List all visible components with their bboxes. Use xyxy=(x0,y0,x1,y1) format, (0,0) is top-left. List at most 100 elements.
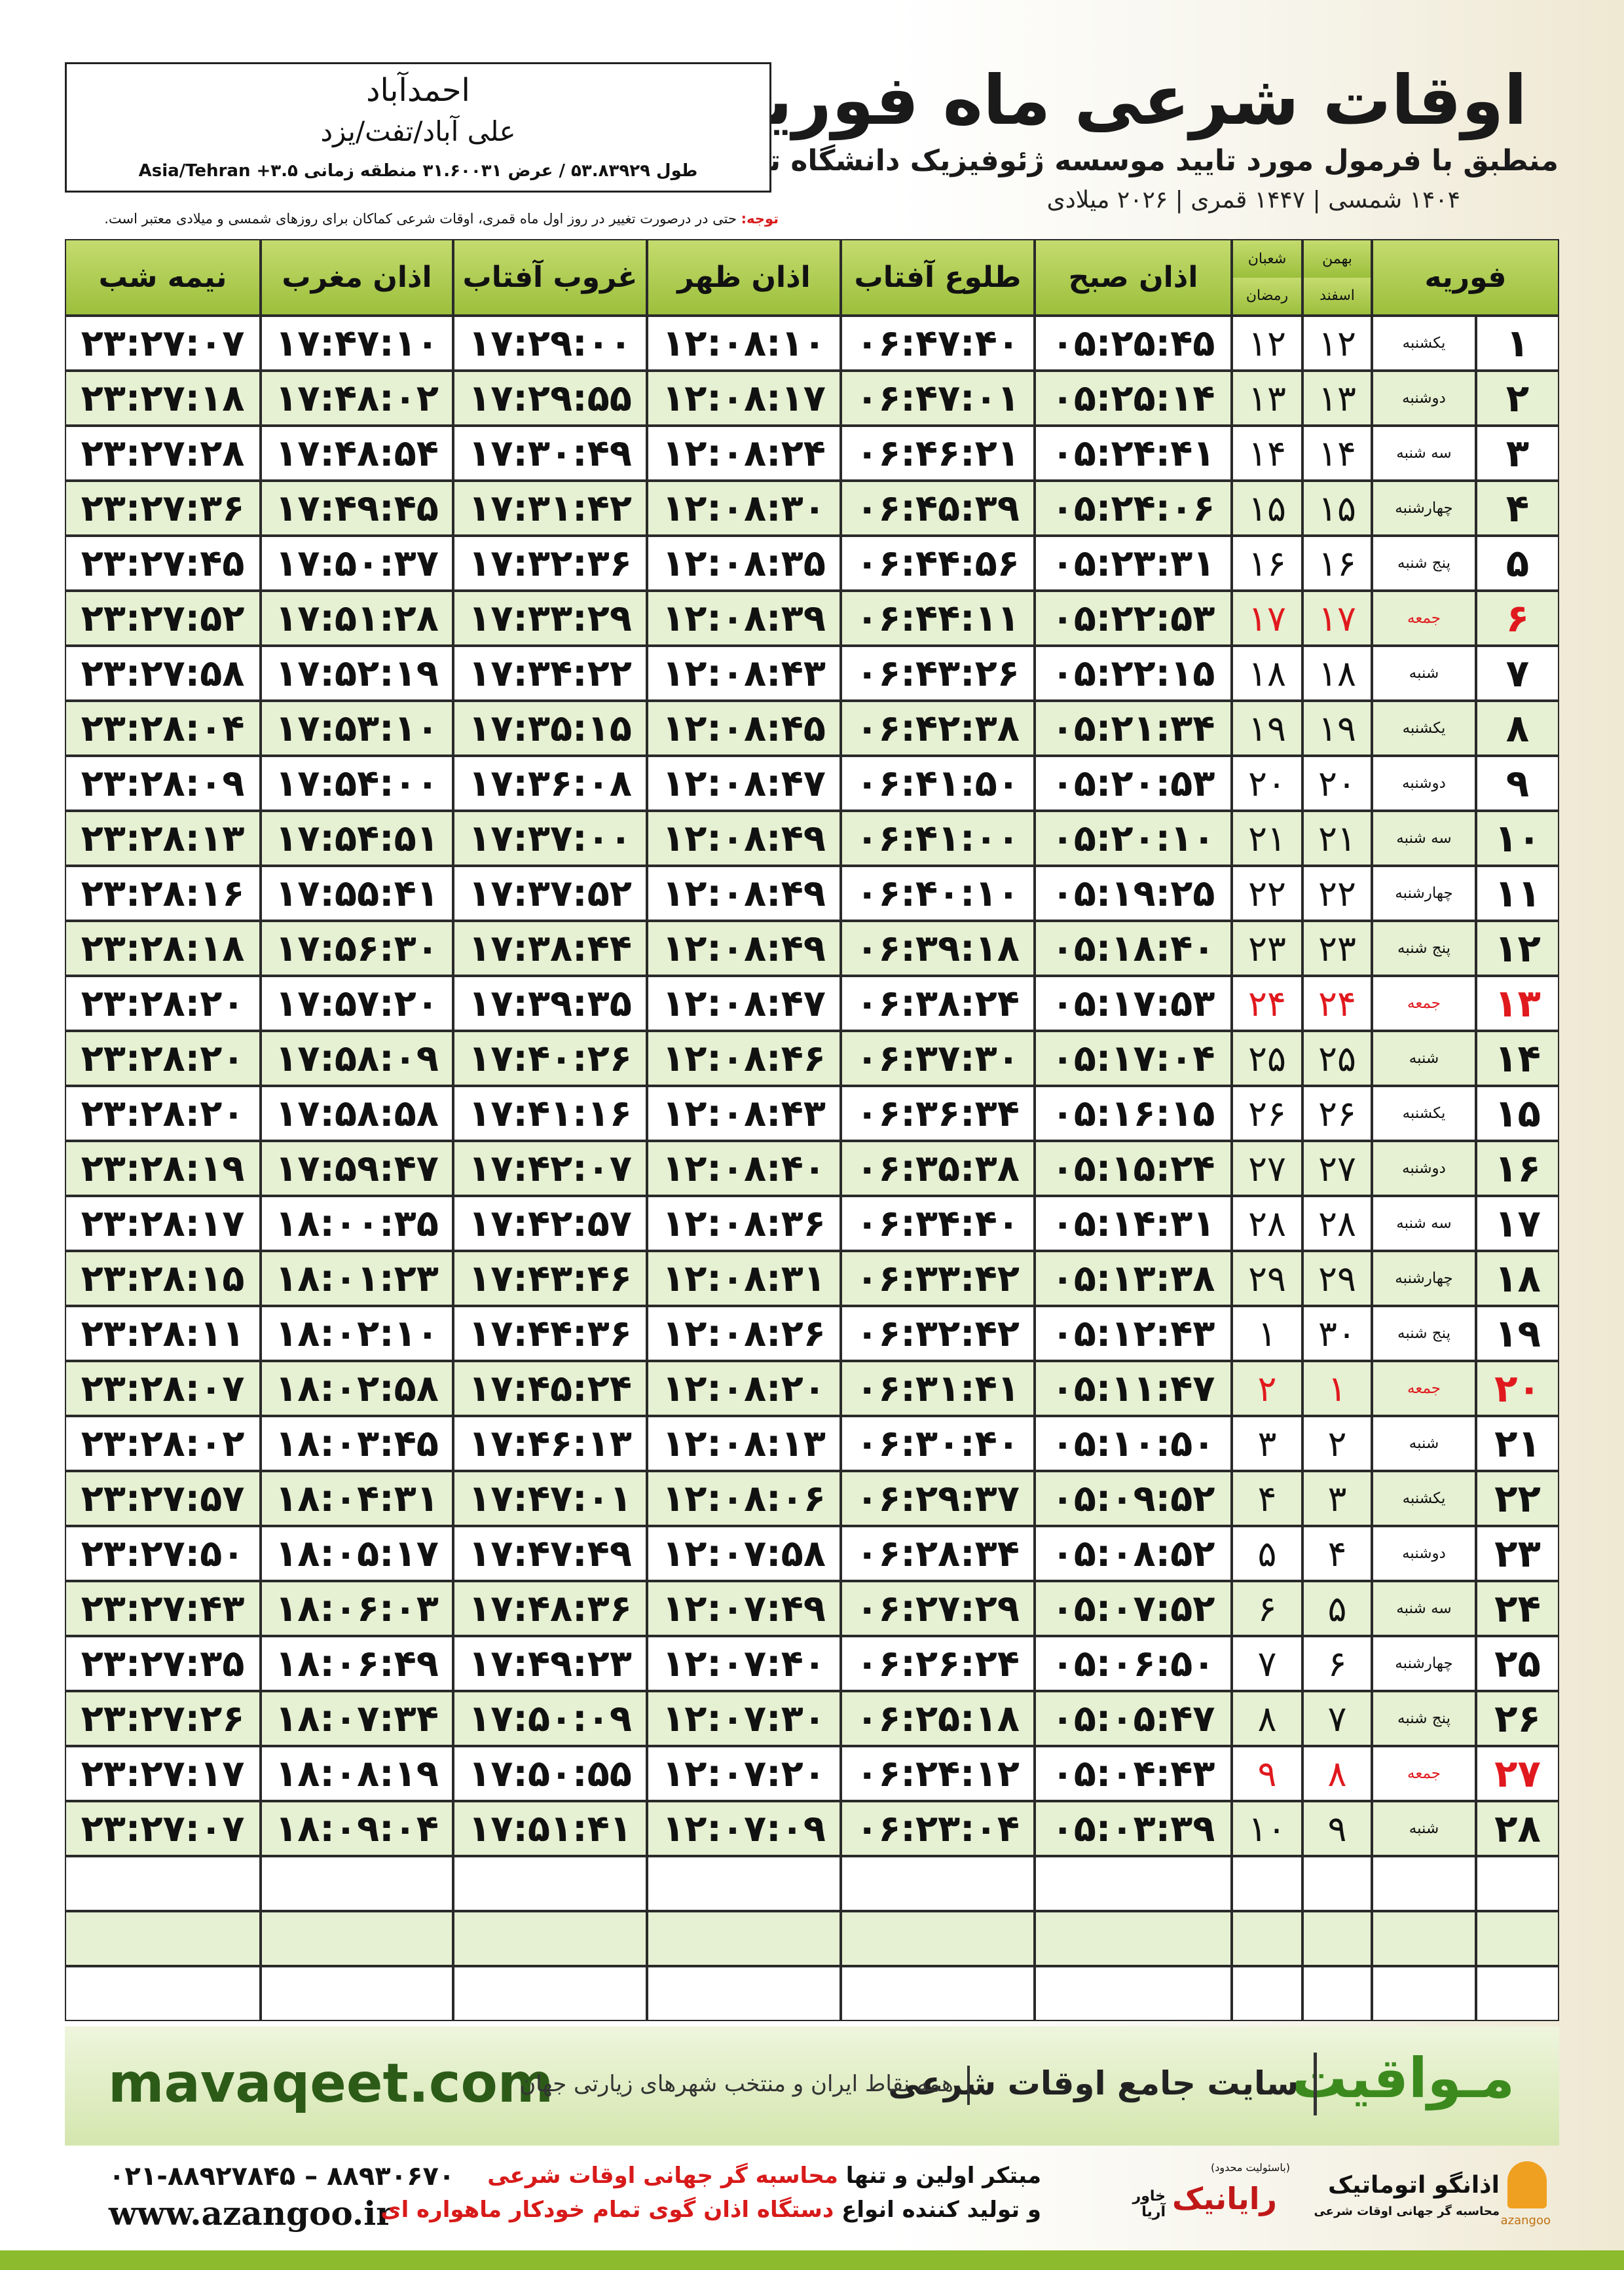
header-cell: بهمن xyxy=(1302,239,1372,278)
time-cell: ۱۷:۴۶:۱۳ xyxy=(453,1416,647,1471)
time-cell: ۰۶:۳۹:۱۸ xyxy=(841,921,1035,976)
date-cell: ۲۳ xyxy=(1232,921,1302,976)
time-cell: ۱۸:۰۵:۱۷ xyxy=(261,1526,453,1581)
day-cell: ۹ xyxy=(1476,756,1559,811)
weekday-cell: چهارشنبه xyxy=(1372,1251,1476,1306)
time-cell: ۱۲:۰۸:۴۹ xyxy=(647,811,841,866)
time-cell: ۱۲:۰۸:۳۰ xyxy=(647,481,841,536)
date-cell: ۱۶ xyxy=(1232,536,1302,591)
contact-line: مبتکر اولین و تنها محاسبه گر جهانی اوقات… xyxy=(487,2163,1041,2189)
time-cell: ۱۷:۳۷:۰۰ xyxy=(453,811,647,866)
header-cell: رمضان xyxy=(1232,277,1302,316)
day-cell: ۲۱ xyxy=(1476,1416,1559,1471)
weekday-cell: یکشنبه xyxy=(1372,1471,1476,1526)
brand: مـواقیت xyxy=(1291,2046,1515,2110)
date-cell: ۶ xyxy=(1232,1581,1302,1636)
time-cell: ۱۲:۰۸:۱۷ xyxy=(647,371,841,426)
date-cell: ۲۴ xyxy=(1302,976,1372,1031)
time-cell: ۰۶:۴۵:۳۹ xyxy=(841,481,1035,536)
weekday-cell: دوشنبه xyxy=(1372,756,1476,811)
time-cell: ۲۳:۲۸:۲۰ xyxy=(65,976,261,1031)
date-cell: ۲۲ xyxy=(1232,866,1302,921)
time-cell: ۰۵:۱۱:۴۷ xyxy=(1035,1361,1232,1416)
day-cell: ۱ xyxy=(1476,316,1559,371)
weekday-cell: یکشنبه xyxy=(1372,316,1476,371)
time-cell: ۱۸:۰۴:۳۱ xyxy=(261,1471,453,1526)
logo-rayanik: رایانیک xyxy=(1172,2181,1277,2216)
time-cell: ۱۷:۳۷:۵۲ xyxy=(453,866,647,921)
date-cell: ۱۶ xyxy=(1302,536,1372,591)
tagline: همه نقاط ایران و منتخب شهرهای زیارتی جها… xyxy=(519,2071,953,2097)
phones: ۰۲۱-۸۸۹۲۷۸۴۵ – ۸۸۹۳۰۶۷۰ xyxy=(109,2161,455,2191)
time-cell: ۰۶:۳۵:۳۸ xyxy=(841,1141,1035,1196)
empty-cell xyxy=(261,1966,453,2021)
time-cell: ۱۷:۳۸:۴۴ xyxy=(453,921,647,976)
header-cell: اذان ظهر xyxy=(647,239,841,316)
time-cell: ۰۶:۴۳:۲۶ xyxy=(841,646,1035,701)
day-cell: ۳ xyxy=(1476,426,1559,481)
day-cell: ۲۶ xyxy=(1476,1691,1559,1746)
day-cell: ۲ xyxy=(1476,371,1559,426)
empty-cell xyxy=(65,1911,261,1966)
header-cell: طلوع آفتاب xyxy=(841,239,1035,316)
time-cell: ۰۵:۱۰:۵۰ xyxy=(1035,1416,1232,1471)
time-cell: ۰۵:۲۲:۱۵ xyxy=(1035,646,1232,701)
time-cell: ۰۵:۱۷:۰۴ xyxy=(1035,1031,1232,1086)
date-cell: ۲۵ xyxy=(1232,1031,1302,1086)
time-cell: ۲۳:۲۷:۲۶ xyxy=(65,1691,261,1746)
time-cell: ۱۲:۰۸:۴۹ xyxy=(647,921,841,976)
time-cell: ۱۲:۰۸:۲۴ xyxy=(647,426,841,481)
time-cell: ۱۷:۵۰:۳۷ xyxy=(261,536,453,591)
time-cell: ۲۳:۲۷:۰۷ xyxy=(65,316,261,371)
date-cell: ۲۲ xyxy=(1302,866,1372,921)
date-cell: ۲۷ xyxy=(1232,1141,1302,1196)
time-cell: ۰۵:۰۴:۴۳ xyxy=(1035,1746,1232,1801)
time-cell: ۱۷:۴۸:۵۴ xyxy=(261,426,453,481)
date-cell: ۱۸ xyxy=(1302,646,1372,701)
date-cell: ۴ xyxy=(1232,1471,1302,1526)
time-cell: ۱۷:۵۰:۰۹ xyxy=(453,1691,647,1746)
logo-azangoo-sub: محاسبه گر جهانی اوقات شرعی xyxy=(1314,2205,1500,2218)
time-cell: ۲۳:۲۷:۳۵ xyxy=(65,1636,261,1691)
day-cell: ۱۶ xyxy=(1476,1141,1559,1196)
day-cell: ۲۳ xyxy=(1476,1526,1559,1581)
date-cell: ۱۷ xyxy=(1232,591,1302,646)
weekday-cell: چهارشنبه xyxy=(1372,481,1476,536)
time-cell: ۱۲:۰۷:۵۸ xyxy=(647,1526,841,1581)
date-cell: ۶ xyxy=(1302,1636,1372,1691)
time-cell: ۱۷:۴۳:۴۶ xyxy=(453,1251,647,1306)
time-cell: ۱۲:۰۷:۰۹ xyxy=(647,1801,841,1856)
date-cell: ۲ xyxy=(1232,1361,1302,1416)
empty-cell xyxy=(647,1966,841,2021)
header-cell: اذان مغرب xyxy=(261,239,453,316)
time-cell: ۰۶:۴۴:۱۱ xyxy=(841,591,1035,646)
date-cell: ۲۸ xyxy=(1302,1196,1372,1251)
time-cell: ۰۶:۴۶:۲۱ xyxy=(841,426,1035,481)
time-cell: ۱۲:۰۸:۳۵ xyxy=(647,536,841,591)
time-cell: ۲۳:۲۸:۱۵ xyxy=(65,1251,261,1306)
slogan: سایت جامع اوقات شرعی xyxy=(888,2064,1299,2102)
date-cell: ۱۹ xyxy=(1302,701,1372,756)
empty-cell xyxy=(65,1856,261,1911)
time-cell: ۱۸:۰۷:۳۴ xyxy=(261,1691,453,1746)
time-cell: ۰۵:۲۵:۱۴ xyxy=(1035,371,1232,426)
empty-cell xyxy=(841,1966,1035,2021)
day-cell: ۲۵ xyxy=(1476,1636,1559,1691)
time-cell: ۲۳:۲۷:۵۷ xyxy=(65,1471,261,1526)
bottom-bar xyxy=(0,2250,1624,2270)
date-cell: ۱۸ xyxy=(1232,646,1302,701)
time-cell: ۰۶:۲۵:۱۸ xyxy=(841,1691,1035,1746)
time-cell: ۲۳:۲۸:۰۴ xyxy=(65,701,261,756)
time-cell: ۲۳:۲۸:۰۲ xyxy=(65,1416,261,1471)
time-cell: ۱۷:۲۹:۰۰ xyxy=(453,316,647,371)
weekday-cell: شنبه xyxy=(1372,1801,1476,1856)
header-cell: شعبان xyxy=(1232,239,1302,278)
logo-khavar: خاور آریا xyxy=(1132,2188,1166,2220)
date-cell: ۷ xyxy=(1232,1636,1302,1691)
weekday-cell: دوشنبه xyxy=(1372,1141,1476,1196)
day-cell: ۲۲ xyxy=(1476,1471,1559,1526)
date-cell: ۲۴ xyxy=(1232,976,1302,1031)
time-cell: ۲۳:۲۸:۰۹ xyxy=(65,756,261,811)
time-cell: ۰۵:۱۲:۴۳ xyxy=(1035,1306,1232,1361)
time-cell: ۰۶:۳۲:۴۲ xyxy=(841,1306,1035,1361)
